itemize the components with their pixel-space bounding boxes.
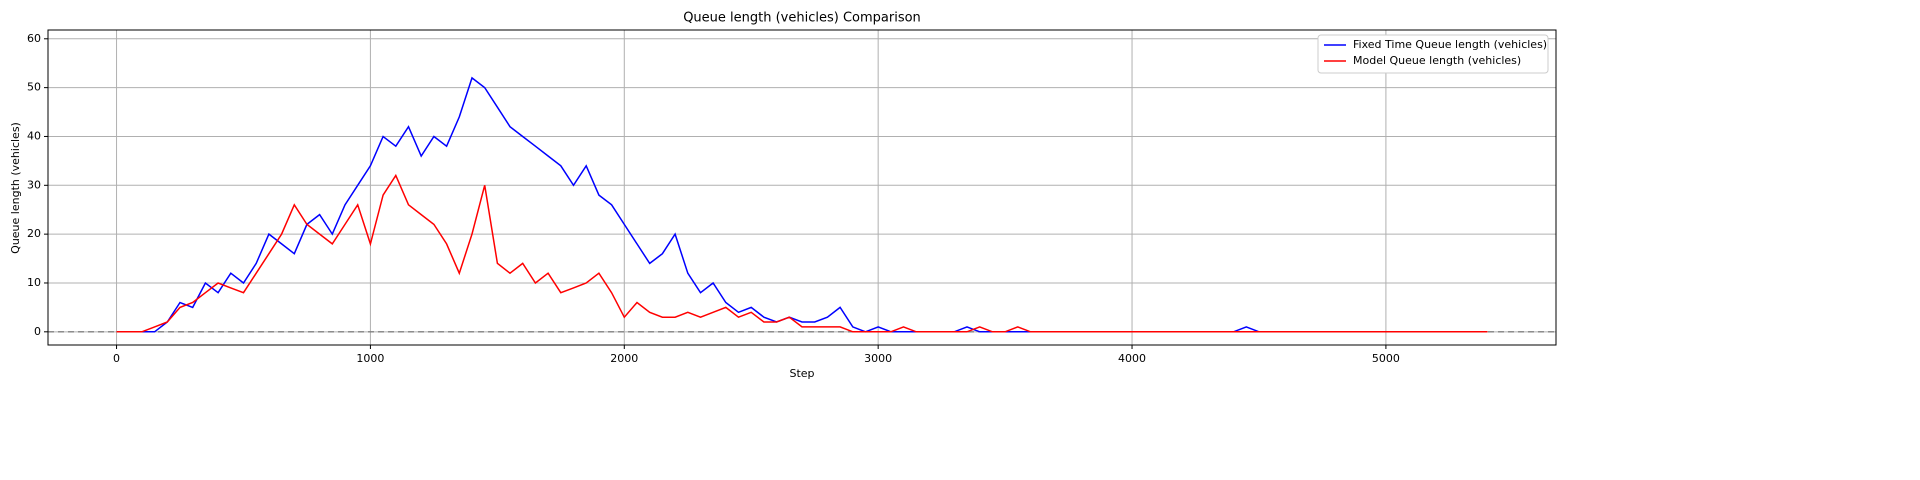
x-tick-label: 5000: [1372, 352, 1400, 365]
x-tick-label: 1000: [356, 352, 384, 365]
y-tick-label: 50: [27, 81, 41, 94]
x-tick-label: 0: [113, 352, 120, 365]
x-tick-label: 3000: [864, 352, 892, 365]
y-tick-label: 30: [27, 178, 41, 191]
legend-label: Fixed Time Queue length (vehicles): [1353, 38, 1547, 51]
plot-frame: [47, 29, 1557, 346]
y-tick-label: 40: [27, 129, 41, 142]
y-tick-label: 10: [27, 276, 41, 289]
legend-box: [1317, 34, 1549, 74]
y-axis-label: Queue length (vehicles): [9, 122, 22, 254]
y-tick-label: 20: [27, 227, 41, 240]
series-line: [116, 173, 1488, 333]
series-line: [116, 76, 1488, 333]
y-tick-label: 0: [34, 325, 41, 338]
y-tick-label: 60: [27, 32, 41, 45]
x-tick-label: 2000: [610, 352, 638, 365]
x-tick-label: 4000: [1118, 352, 1146, 365]
legend-label: Model Queue length (vehicles): [1353, 54, 1521, 67]
chart-title: Queue length (vehicles) Comparison: [683, 11, 921, 26]
x-axis-label: Step: [789, 367, 814, 380]
